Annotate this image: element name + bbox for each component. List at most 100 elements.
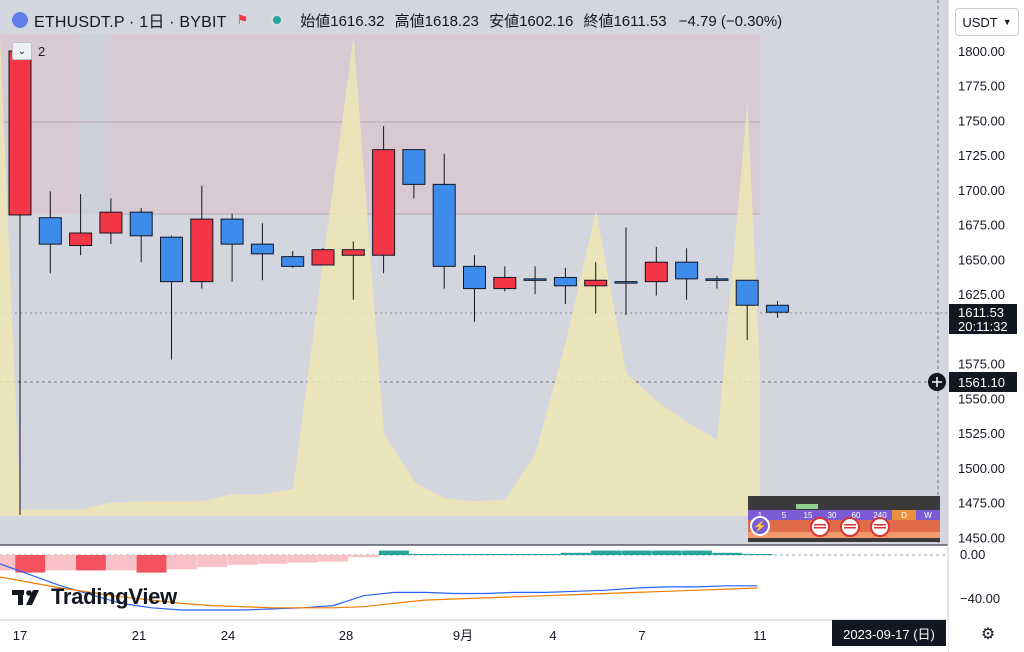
signal-line	[0, 576, 758, 609]
candle-body	[250, 243, 274, 255]
lightning-icon[interactable]: ⚡	[750, 516, 770, 536]
crosshair-price-label: 1561.10	[958, 375, 1005, 390]
macd-line	[0, 563, 758, 611]
price-tick-label: 1475.00	[958, 496, 1005, 511]
chevron-down-icon[interactable]: ⌄	[12, 42, 32, 60]
macd-histogram-bar	[591, 550, 621, 555]
price-tick-label: 1500.00	[958, 461, 1005, 476]
timeframe-cell: 5	[772, 510, 796, 520]
price-tick-label: 1575.00	[958, 357, 1005, 372]
timeframe-cell: 240	[868, 510, 892, 520]
macd-histogram-bar	[166, 555, 197, 570]
macd-histogram-bar	[742, 553, 773, 555]
candle-body	[129, 211, 153, 237]
price-tick-label: 1525.00	[958, 426, 1005, 441]
currency-select[interactable]: USDT ▼	[955, 8, 1019, 36]
high-value: 高値1618.23	[394, 12, 479, 30]
tradingview-mark-icon	[12, 590, 39, 605]
candle-body	[402, 149, 426, 185]
indicator-legend: ⌄ 2	[12, 42, 45, 60]
macd-histogram-bar	[197, 555, 228, 568]
price-tick-label: 1650.00	[958, 252, 1005, 267]
gear-icon[interactable]: ⚙	[980, 626, 996, 643]
price-tick-label: 1550.00	[958, 391, 1005, 406]
timeframe-row: 1 5 15 30 60 240 D W	[748, 510, 940, 520]
macd-histogram-bar	[500, 553, 531, 555]
timeframe-cell: D	[892, 510, 916, 520]
macd-histogram-bar	[621, 550, 652, 555]
brand-name: TradingView	[51, 584, 177, 609]
candle-body	[493, 276, 517, 290]
candle-body	[705, 278, 729, 281]
price-tick-label: 1700.00	[958, 183, 1005, 198]
candle-body	[190, 218, 214, 283]
price-tick-label: 1775.00	[958, 79, 1005, 94]
us-flag-icon[interactable]	[840, 517, 860, 537]
change-value: −4.79 (−0.30%)	[678, 12, 783, 30]
time-axis-background	[0, 620, 948, 652]
candle-body	[735, 279, 759, 306]
candle-body	[432, 183, 456, 267]
macd-histogram-bar	[681, 550, 712, 555]
countdown-label: 20:11:32	[958, 319, 1008, 334]
macd-histogram-bar	[257, 555, 288, 564]
zone-gap	[78, 34, 110, 214]
macd-histogram-bar	[469, 553, 500, 555]
time-tick-label: 28	[339, 628, 353, 643]
ohlc-values: 始値1616.32 高値1618.23 安値1602.16 終値1611.53 …	[300, 10, 788, 31]
time-tick-label: 4	[549, 628, 556, 643]
candle-body	[38, 217, 62, 245]
us-flag-icon[interactable]	[810, 517, 830, 537]
symbol-title[interactable]: ETHUSDT.P · 1日 · BYBIT	[34, 14, 227, 31]
tradingview-logo: TradingView	[12, 584, 177, 610]
crosshair-date: 2023-09-17 (日)	[832, 620, 946, 646]
macd-histogram-bar	[318, 555, 349, 562]
candle-body	[523, 278, 547, 281]
volume-area-fill	[0, 37, 760, 516]
macd-histogram-bar	[45, 555, 76, 571]
candle-body	[614, 281, 638, 284]
macd-tick-label: −40.00	[960, 591, 1000, 606]
us-flag-icon[interactable]	[870, 517, 890, 537]
macd-histogram-bar	[378, 550, 409, 555]
candle-body	[372, 149, 396, 256]
time-axis: 17 21 24 28 9月 4 7 11	[0, 619, 948, 652]
macd-histogram-bar	[75, 555, 106, 571]
macd-histogram-bar	[136, 555, 167, 573]
flag-icon[interactable]: ⚑	[236, 12, 249, 27]
timeframe-cell: 15	[796, 510, 820, 520]
currency-label: USDT	[962, 14, 998, 30]
candle-body	[675, 261, 699, 280]
macd-histogram-bar	[651, 550, 682, 555]
last-price-badge	[949, 304, 1017, 334]
price-tick-label: 1625.00	[958, 287, 1005, 302]
time-tick-label: 9月	[453, 628, 473, 643]
price-tick-label: 1675.00	[958, 218, 1005, 233]
candle-body	[341, 249, 365, 256]
candle-body	[99, 211, 123, 234]
price-tick-label: 1750.00	[958, 113, 1005, 128]
macd-histogram-bar	[560, 552, 591, 555]
market-status-icon[interactable]	[270, 13, 285, 27]
macd-histogram-bar	[15, 555, 46, 573]
candle-body	[69, 232, 93, 247]
candle-body	[220, 218, 244, 245]
eth-logo-icon	[12, 12, 28, 28]
multi-timeframe-panel: 1 5 15 30 60 240 D W ⚡	[748, 496, 940, 542]
close-value: 終値1611.53	[583, 12, 667, 30]
candle-body	[463, 265, 486, 290]
macd-pane	[0, 544, 948, 620]
open-value: 始値1616.32	[300, 12, 385, 30]
crosshair-price-badge	[949, 372, 1017, 392]
timeframe-cell: 60	[844, 510, 868, 520]
time-tick-label: 21	[132, 628, 146, 643]
macd-histogram-bar	[530, 553, 561, 555]
chevron-down-icon: ▼	[1002, 17, 1012, 27]
price-axis: 1800.00 1775.00 1750.00 1725.00 1700.00 1675.…	[928, 0, 1024, 652]
time-tick-label: 24	[221, 628, 235, 643]
candles	[8, 50, 789, 516]
macd-histogram-bar	[712, 552, 743, 555]
timeframe-cell: W	[916, 510, 940, 520]
volume-area	[0, 37, 760, 516]
